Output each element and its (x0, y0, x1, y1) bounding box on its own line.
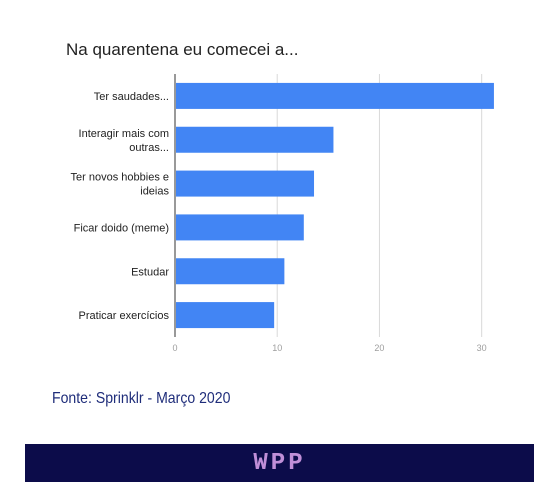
x-tick-label: 0 (172, 343, 177, 353)
bar-chart: Ter saudades... Interagir mais com outras.… (71, 74, 494, 353)
source-note: Fonte: Sprinklr - Março 2020 (52, 390, 231, 407)
category-label: Praticar exercícios (79, 310, 170, 322)
bars (176, 82, 494, 329)
footer-bar: WPP (25, 444, 534, 482)
category-labels: Ter saudades... Interagir mais com outras.… (71, 91, 170, 322)
bar (176, 82, 494, 109)
x-tick-label: 30 (477, 343, 487, 353)
gridlines (276, 74, 483, 337)
category-label: Ter novos hobbies e ideias (71, 172, 170, 198)
bar (176, 214, 304, 241)
x-tick-label: 20 (374, 343, 384, 353)
bar (176, 126, 334, 153)
chart-title: Na quarentena eu comecei a... (66, 40, 299, 59)
category-label: Ficar doido (meme) (74, 222, 169, 234)
bar (176, 170, 315, 197)
x-tick-label: 10 (272, 343, 282, 353)
x-tick-labels: 0 10 20 30 (172, 343, 486, 353)
bar (176, 302, 275, 329)
bar (176, 258, 285, 285)
category-label: Ter saudades... (94, 91, 169, 103)
category-label: Estudar (131, 266, 169, 278)
category-label: Interagir mais com outras... (79, 128, 169, 154)
wpp-logo: WPP (253, 449, 306, 477)
